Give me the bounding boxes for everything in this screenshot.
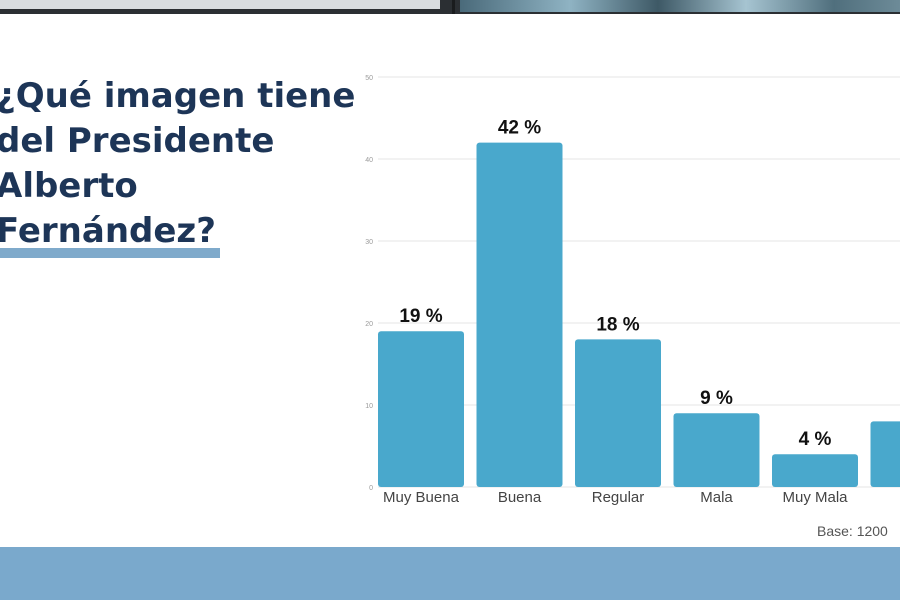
category-label: Regular [592, 489, 645, 506]
bar-muy-mala [772, 454, 858, 487]
data-labels: 19 %42 %18 %9 %4 %8 [399, 118, 832, 451]
bars [378, 142, 900, 487]
top-strip-divider [452, 0, 455, 14]
data-label: 18 % [596, 314, 639, 335]
y-tick-label: 0 [369, 485, 373, 492]
y-tick-label: 50 [365, 75, 373, 82]
data-label: 4 % [799, 429, 832, 450]
base-footnote: Base: 1200 [817, 523, 888, 539]
top-strip [0, 0, 900, 14]
question-line-1: ¿Qué imagen tiene [0, 76, 356, 116]
y-tick-label: 20 [365, 321, 373, 328]
question-title: ¿Qué imagen tiene del Presidente Alberto… [0, 74, 356, 254]
y-axis-ticks: 0 10 20 30 40 50 [365, 75, 373, 492]
question-line-3: Alberto Fernández? [0, 166, 216, 251]
data-label: 42 % [498, 118, 541, 139]
top-strip-left [0, 0, 440, 9]
bar-buena [476, 142, 563, 487]
bar-muy-buena [378, 331, 464, 487]
top-strip-photo [460, 0, 900, 12]
bar-mala [673, 413, 760, 487]
category-label: Muy Buena [383, 489, 460, 506]
data-label: 9 % [700, 388, 733, 409]
bottom-band [0, 547, 900, 600]
y-tick-label: 40 [365, 157, 373, 164]
question-line-2: del Presidente [0, 121, 275, 161]
bar-regular [575, 339, 661, 487]
title-underline [0, 248, 220, 258]
y-tick-label: 30 [365, 239, 373, 246]
data-label: 19 % [399, 306, 442, 327]
bar-n [870, 421, 900, 487]
category-label: Muy Mala [782, 489, 848, 506]
category-label: Buena [498, 489, 542, 506]
y-tick-label: 10 [365, 403, 373, 410]
category-label: Mala [700, 489, 733, 506]
